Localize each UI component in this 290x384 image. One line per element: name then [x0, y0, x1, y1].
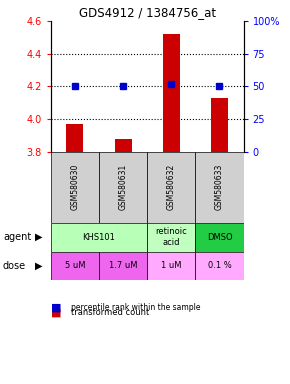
- Text: ▶: ▶: [35, 232, 43, 242]
- Bar: [51, 223, 147, 252]
- Text: 5 uM: 5 uM: [65, 262, 85, 270]
- Text: KHS101: KHS101: [83, 233, 115, 242]
- Bar: [195, 252, 244, 280]
- Bar: [115, 139, 131, 152]
- Bar: [163, 34, 180, 152]
- Bar: [99, 152, 147, 223]
- Text: GSM580632: GSM580632: [167, 164, 176, 210]
- Text: GSM580631: GSM580631: [119, 164, 128, 210]
- Text: ■: ■: [51, 308, 61, 318]
- Bar: [66, 124, 83, 152]
- Bar: [51, 252, 99, 280]
- Bar: [99, 252, 147, 280]
- Text: ■: ■: [51, 302, 61, 312]
- Text: transformed count: transformed count: [71, 308, 149, 318]
- Text: GSM580633: GSM580633: [215, 164, 224, 210]
- Text: dose: dose: [3, 261, 26, 271]
- Bar: [51, 152, 99, 223]
- Text: GSM580630: GSM580630: [70, 164, 79, 210]
- Text: percentile rank within the sample: percentile rank within the sample: [71, 303, 201, 312]
- Bar: [195, 223, 244, 252]
- Bar: [147, 252, 195, 280]
- Text: 1 uM: 1 uM: [161, 262, 182, 270]
- Bar: [195, 152, 244, 223]
- Text: 0.1 %: 0.1 %: [208, 262, 231, 270]
- Bar: [147, 223, 195, 252]
- Text: ▶: ▶: [35, 261, 43, 271]
- Title: GDS4912 / 1384756_at: GDS4912 / 1384756_at: [79, 5, 216, 18]
- Text: DMSO: DMSO: [207, 233, 232, 242]
- Bar: [211, 98, 228, 152]
- Text: retinoic
acid: retinoic acid: [155, 227, 187, 247]
- Bar: [147, 152, 195, 223]
- Text: agent: agent: [3, 232, 31, 242]
- Text: 1.7 uM: 1.7 uM: [109, 262, 137, 270]
